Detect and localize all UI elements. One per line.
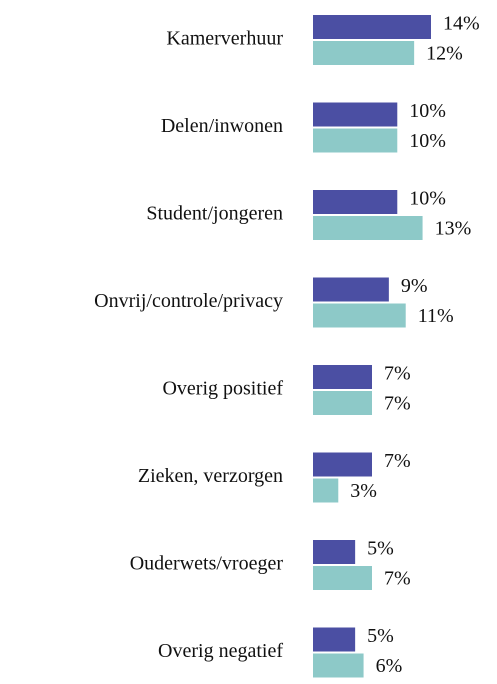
value-label: 5% [367,625,394,647]
value-label: 11% [418,305,454,327]
category-label: Overig negatief [158,640,283,662]
category-label: Student/jongeren [146,203,283,225]
bar [313,478,339,503]
value-label: 7% [384,393,411,415]
category-label: Zieken, verzorgen [138,465,283,487]
value-label: 7% [384,363,411,385]
value-label: 14% [443,13,480,35]
bar [313,277,389,302]
category-label: Onvrij/controle/privacy [94,290,283,312]
bar [313,41,415,65]
value-label: 9% [401,275,428,297]
bar [313,540,356,564]
value-label: 3% [350,480,377,502]
value-label: 7% [384,450,411,472]
bar [313,452,372,477]
bar [313,190,398,214]
value-label: 12% [426,43,463,65]
bar [313,15,431,39]
value-label: 10% [409,130,446,152]
bar [313,653,364,678]
category-label: Ouderwets/vroeger [130,553,284,575]
bar [313,627,356,652]
bar [313,102,398,127]
bar [313,365,372,389]
value-label: 7% [384,568,411,590]
bar [313,303,406,328]
value-label: 6% [376,655,403,677]
bar [313,566,372,590]
bar [313,391,372,415]
value-label: 10% [409,100,446,122]
bar [313,128,398,153]
category-label: Kamerverhuur [166,28,283,50]
value-label: 5% [367,538,394,560]
bar [313,216,423,240]
category-label: Overig positief [162,378,283,400]
category-label: Delen/inwonen [161,115,283,137]
value-label: 13% [435,218,472,240]
value-label: 10% [409,188,446,210]
